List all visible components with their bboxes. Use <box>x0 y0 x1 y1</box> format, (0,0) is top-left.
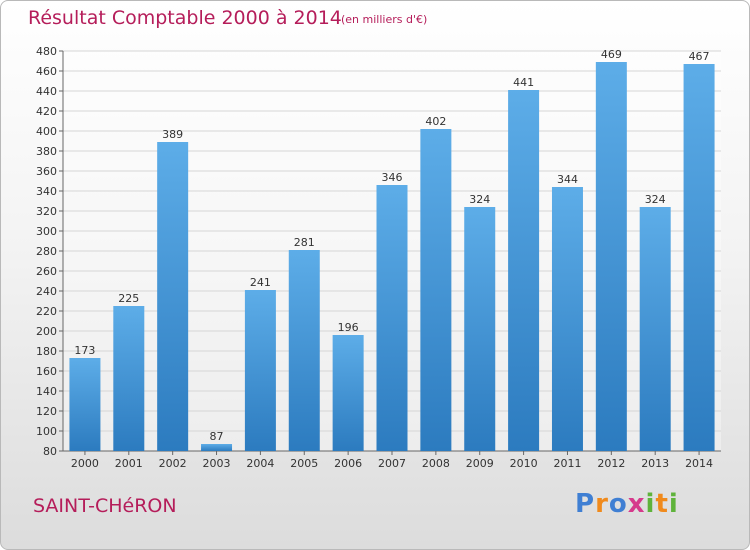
y-tick-label: 380 <box>36 145 57 158</box>
y-tick-label: 80 <box>43 445 57 458</box>
bar-value-label: 469 <box>601 48 622 61</box>
y-tick-label: 340 <box>36 185 57 198</box>
bar <box>201 444 233 451</box>
bar-value-label: 441 <box>513 76 534 89</box>
x-tick-label: 2004 <box>246 457 274 470</box>
bar <box>113 306 145 451</box>
y-tick-label: 240 <box>36 285 57 298</box>
chart-subtitle: (en milliers d'€) <box>341 13 428 26</box>
y-tick-label: 260 <box>36 265 57 278</box>
y-tick-label: 400 <box>36 125 57 138</box>
bar <box>332 335 364 451</box>
y-tick-label: 180 <box>36 345 57 358</box>
x-tick-label: 2012 <box>597 457 625 470</box>
bar-value-label: 467 <box>689 50 710 63</box>
x-tick-label: 2001 <box>115 457 143 470</box>
x-tick-label: 2014 <box>685 457 713 470</box>
bar <box>157 142 189 451</box>
bar <box>420 129 452 451</box>
bar-value-label: 402 <box>425 115 446 128</box>
x-tick-label: 2009 <box>466 457 494 470</box>
x-tick-label: 2008 <box>422 457 450 470</box>
bar-value-label: 196 <box>338 321 359 334</box>
y-tick-label: 280 <box>36 245 57 258</box>
proxiti-logo: Proxiti <box>575 489 679 519</box>
y-tick-label: 320 <box>36 205 57 218</box>
bar-value-label: 346 <box>382 171 403 184</box>
y-tick-label: 300 <box>36 225 57 238</box>
bar-value-label: 173 <box>74 344 95 357</box>
y-tick-label: 460 <box>36 65 57 78</box>
bar <box>288 250 320 451</box>
x-tick-label: 2011 <box>553 457 581 470</box>
bar <box>551 187 583 451</box>
y-tick-label: 200 <box>36 325 57 338</box>
y-tick-label: 360 <box>36 165 57 178</box>
y-tick-label: 480 <box>36 45 57 58</box>
y-tick-label: 440 <box>36 85 57 98</box>
x-tick-label: 2003 <box>203 457 231 470</box>
x-tick-label: 2002 <box>159 457 187 470</box>
y-tick-label: 220 <box>36 305 57 318</box>
y-tick-label: 100 <box>36 425 57 438</box>
y-tick-label: 120 <box>36 405 57 418</box>
bar <box>69 358 101 451</box>
x-tick-label: 2007 <box>378 457 406 470</box>
x-tick-label: 2006 <box>334 457 362 470</box>
bar-value-label: 225 <box>118 292 139 305</box>
bar-value-label: 241 <box>250 276 271 289</box>
x-tick-label: 2000 <box>71 457 99 470</box>
bar-value-label: 281 <box>294 236 315 249</box>
bar <box>683 64 715 451</box>
y-tick-label: 140 <box>36 385 57 398</box>
y-tick-label: 160 <box>36 365 57 378</box>
bar <box>376 185 408 451</box>
x-tick-label: 2010 <box>510 457 538 470</box>
chart-title: Résultat Comptable 2000 à 2014 <box>28 7 342 29</box>
bar-value-label: 324 <box>645 193 666 206</box>
bar-value-label: 389 <box>162 128 183 141</box>
bar <box>464 207 496 451</box>
bar-value-label: 344 <box>557 173 578 186</box>
bar <box>639 207 671 451</box>
x-tick-label: 2005 <box>290 457 318 470</box>
y-tick-label: 420 <box>36 105 57 118</box>
bar <box>595 62 627 451</box>
bar <box>508 90 540 451</box>
bar <box>244 290 276 451</box>
x-tick-label: 2013 <box>641 457 669 470</box>
bar-value-label: 87 <box>210 430 224 443</box>
commune-name: SAINT-CHéRON <box>33 495 177 517</box>
bar-value-label: 324 <box>469 193 490 206</box>
